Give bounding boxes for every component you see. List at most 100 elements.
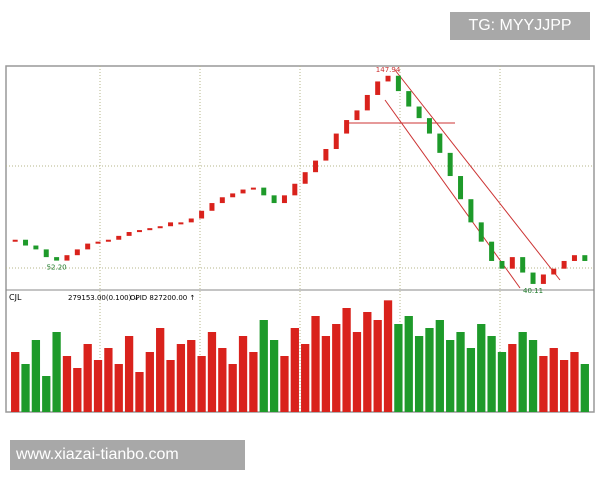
volume-bar (104, 348, 113, 412)
price-annotation: 147.94 (376, 66, 401, 74)
candle (168, 222, 174, 227)
volume-bar (238, 336, 248, 412)
volume-bar (477, 324, 486, 412)
volume-bar (301, 344, 310, 412)
candle (302, 172, 308, 184)
candle (509, 257, 515, 269)
candle (385, 75, 391, 82)
candle (406, 91, 412, 107)
volume-bar (73, 368, 82, 412)
channel-upper (394, 69, 561, 281)
volume-bar (549, 348, 558, 412)
candle (478, 222, 484, 242)
volume-bar (508, 344, 517, 412)
candle (426, 118, 432, 134)
watermark: TG: MYYJJPP (450, 12, 590, 40)
volume-bar (570, 352, 579, 412)
candle (582, 255, 588, 261)
candle (313, 160, 319, 173)
candle (116, 235, 122, 240)
candle (571, 255, 577, 261)
candle (551, 268, 557, 275)
candle (23, 239, 29, 246)
volume-bar (197, 356, 206, 412)
volume-bar (394, 324, 403, 412)
volume-bar (21, 364, 30, 412)
volume-bar (83, 344, 92, 412)
candle (240, 189, 246, 194)
candle (85, 243, 91, 250)
volume-bar (342, 308, 351, 412)
candle (33, 245, 39, 250)
volume-bar (166, 360, 175, 412)
volume-bar (280, 356, 289, 412)
candle (395, 75, 401, 92)
candle (447, 152, 453, 177)
candle (281, 195, 287, 204)
candle (344, 120, 350, 134)
candle (540, 274, 546, 284)
volume-bar (425, 328, 434, 412)
volume-bar (269, 340, 279, 412)
volume-bar (456, 332, 465, 412)
candle (43, 249, 49, 258)
channel-lower (384, 99, 521, 289)
candle (219, 197, 225, 204)
candle (354, 110, 360, 121)
volume-bar (52, 332, 61, 412)
candle (74, 249, 80, 256)
candle (520, 257, 526, 273)
volume-bar (207, 332, 217, 412)
candle (416, 106, 422, 119)
volume-bar (145, 352, 154, 412)
volume-bar (539, 356, 548, 412)
candle (12, 239, 18, 242)
volume-reading: 279153.00(0.100) ↓ (68, 294, 139, 302)
volume-bar (435, 320, 444, 412)
volume-bar (383, 300, 393, 412)
candle (499, 260, 505, 269)
volume-bar (176, 344, 186, 412)
candle (375, 81, 381, 95)
volume-bar (218, 348, 227, 412)
candle (261, 187, 267, 196)
volume-bar (124, 336, 134, 412)
volume-bar (259, 320, 268, 412)
volume-bar (466, 348, 476, 412)
volume-bar (156, 328, 165, 412)
candle (54, 257, 60, 261)
volume-bar (363, 312, 372, 412)
volume-bar (559, 360, 569, 412)
candle (209, 203, 215, 211)
price-annotation: 52.20 (47, 264, 67, 272)
volume-bar (31, 340, 41, 412)
volume-bar (528, 340, 538, 412)
candle (364, 94, 370, 111)
candle (458, 176, 464, 200)
volume-bar (332, 324, 341, 412)
candle (530, 272, 536, 284)
volume-bar (580, 364, 589, 412)
candle (437, 133, 443, 153)
volume-bar (311, 316, 320, 412)
candle (105, 239, 111, 242)
candle (64, 255, 70, 261)
candle (136, 230, 142, 233)
volume-bar (290, 328, 299, 412)
volume-bar (11, 352, 20, 412)
volume-title: CJL (9, 293, 22, 302)
candle (561, 260, 567, 269)
candle (323, 149, 329, 161)
candle (230, 193, 236, 198)
volume-bar (93, 360, 103, 412)
volume-bar (114, 364, 123, 412)
volume-bar (373, 320, 382, 412)
volume-bar (446, 340, 455, 412)
footer-url: www.xiazai-tianbo.com (10, 440, 245, 470)
candle (271, 195, 277, 204)
volume-bar (249, 352, 258, 412)
volume-bar (352, 332, 362, 412)
candle (468, 199, 474, 223)
